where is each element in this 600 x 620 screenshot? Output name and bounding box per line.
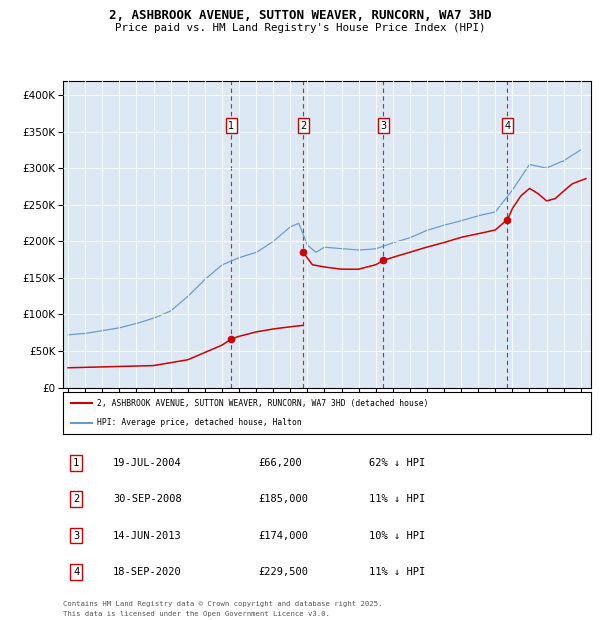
Text: This data is licensed under the Open Government Licence v3.0.: This data is licensed under the Open Gov…	[63, 611, 330, 618]
Text: 3: 3	[380, 121, 386, 131]
Text: 19-JUL-2004: 19-JUL-2004	[113, 458, 182, 467]
Text: 1: 1	[73, 458, 79, 467]
Text: 2: 2	[300, 121, 306, 131]
Text: 62% ↓ HPI: 62% ↓ HPI	[369, 458, 425, 467]
Text: 11% ↓ HPI: 11% ↓ HPI	[369, 494, 425, 504]
Text: 10% ↓ HPI: 10% ↓ HPI	[369, 531, 425, 541]
Text: £66,200: £66,200	[259, 458, 302, 467]
Text: 14-JUN-2013: 14-JUN-2013	[113, 531, 182, 541]
Text: 4: 4	[73, 567, 79, 577]
Text: £185,000: £185,000	[259, 494, 308, 504]
Text: 18-SEP-2020: 18-SEP-2020	[113, 567, 182, 577]
Text: HPI: Average price, detached house, Halton: HPI: Average price, detached house, Halt…	[97, 418, 302, 427]
Text: 4: 4	[505, 121, 511, 131]
Text: £229,500: £229,500	[259, 567, 308, 577]
Text: 2, ASHBROOK AVENUE, SUTTON WEAVER, RUNCORN, WA7 3HD: 2, ASHBROOK AVENUE, SUTTON WEAVER, RUNCO…	[109, 9, 491, 22]
Text: 11% ↓ HPI: 11% ↓ HPI	[369, 567, 425, 577]
Text: 2, ASHBROOK AVENUE, SUTTON WEAVER, RUNCORN, WA7 3HD (detached house): 2, ASHBROOK AVENUE, SUTTON WEAVER, RUNCO…	[97, 399, 429, 408]
Text: £174,000: £174,000	[259, 531, 308, 541]
Text: 1: 1	[228, 121, 234, 131]
Text: Price paid vs. HM Land Registry's House Price Index (HPI): Price paid vs. HM Land Registry's House …	[115, 23, 485, 33]
Text: 30-SEP-2008: 30-SEP-2008	[113, 494, 182, 504]
Text: Contains HM Land Registry data © Crown copyright and database right 2025.: Contains HM Land Registry data © Crown c…	[63, 601, 382, 608]
Text: 2: 2	[73, 494, 79, 504]
Text: 3: 3	[73, 531, 79, 541]
